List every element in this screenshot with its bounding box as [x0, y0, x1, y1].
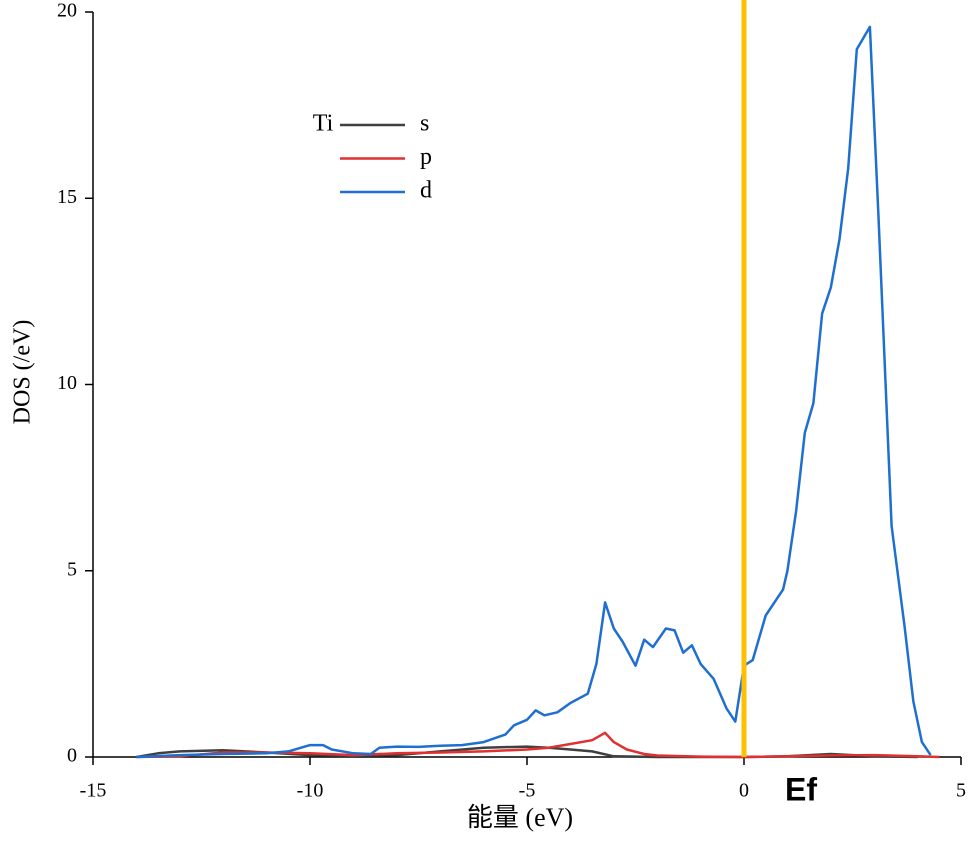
x-tick-label: -5	[519, 780, 536, 802]
x-tick-label: 0	[739, 780, 749, 802]
x-tick-label: -10	[297, 780, 324, 802]
y-axis-label: DOS (/eV)	[10, 320, 36, 425]
line-series	[136, 25, 932, 759]
annotation: Ef	[785, 771, 817, 807]
legend-title: Ti	[313, 111, 334, 137]
y-tick-label: 5	[67, 558, 77, 580]
legend-label: s	[420, 111, 429, 137]
y-tick-label: 10	[57, 372, 77, 394]
legend-label: d	[420, 178, 432, 204]
y-tick-label: 15	[57, 186, 77, 208]
x-axis-label: 能量 (eV)	[467, 803, 573, 832]
legend-label: p	[420, 144, 432, 170]
y-tick-label: 0	[67, 745, 77, 767]
y-tick-label: 20	[57, 0, 77, 22]
line-series	[136, 731, 940, 759]
x-tick-label: 5	[956, 780, 966, 802]
x-tick-label: -15	[80, 780, 107, 802]
